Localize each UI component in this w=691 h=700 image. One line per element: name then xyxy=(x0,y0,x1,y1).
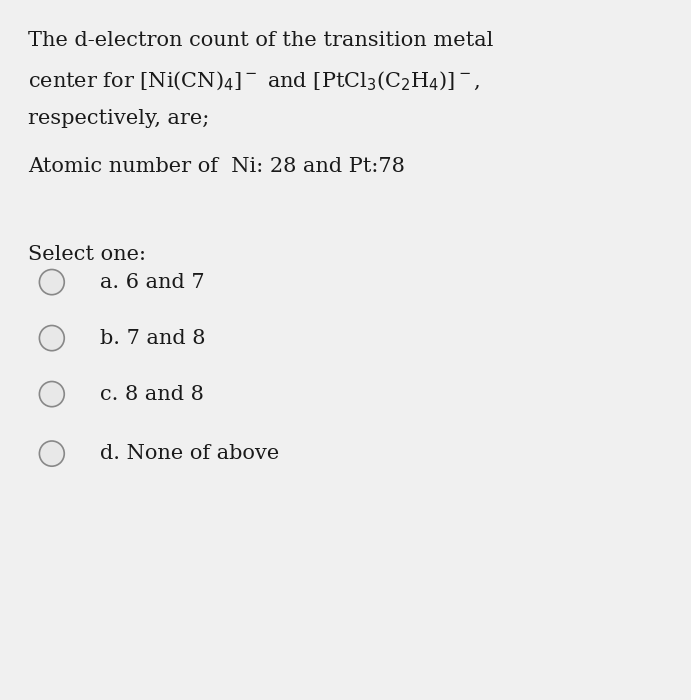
Text: center for [Ni(CN)$_4$]$^-$ and [PtCl$_3$(C$_2$H$_4$)]$^-$,: center for [Ni(CN)$_4$]$^-$ and [PtCl$_3… xyxy=(28,70,480,93)
Text: b. 7 and 8: b. 7 and 8 xyxy=(100,328,206,348)
Text: d. None of above: d. None of above xyxy=(100,444,279,463)
Text: respectively, are;: respectively, are; xyxy=(28,108,209,127)
Text: a. 6 and 7: a. 6 and 7 xyxy=(100,272,205,292)
Circle shape xyxy=(39,270,64,295)
Text: The d-electron count of the transition metal: The d-electron count of the transition m… xyxy=(28,32,493,50)
Text: Atomic number of  Ni: 28 and Pt:78: Atomic number of Ni: 28 and Pt:78 xyxy=(28,158,404,176)
Text: c. 8 and 8: c. 8 and 8 xyxy=(100,384,204,404)
Circle shape xyxy=(39,382,64,407)
Text: Select one:: Select one: xyxy=(28,245,146,264)
Circle shape xyxy=(39,326,64,351)
Circle shape xyxy=(39,441,64,466)
